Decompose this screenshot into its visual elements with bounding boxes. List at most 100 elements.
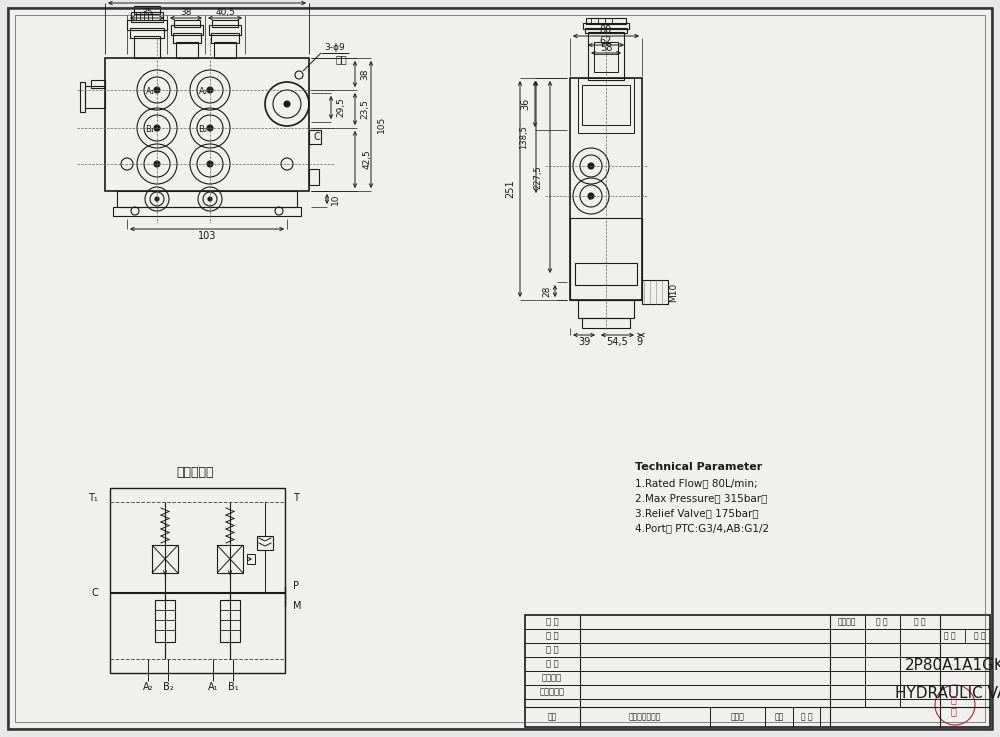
Bar: [570, 218, 642, 300]
Text: 设 计: 设 计: [546, 618, 558, 626]
Text: 54,5: 54,5: [606, 337, 628, 347]
Bar: [176, 42, 198, 58]
Text: 标准化检查: 标准化检查: [540, 688, 564, 696]
Bar: [131, 12, 163, 22]
Text: 170: 170: [198, 0, 216, 2]
Text: 更改内容和原因: 更改内容和原因: [629, 713, 661, 722]
Text: T: T: [293, 493, 299, 503]
Text: A₂: A₂: [143, 682, 153, 692]
Text: A₁: A₁: [208, 682, 218, 692]
Bar: [91, 80, 105, 88]
Circle shape: [207, 161, 213, 167]
Text: 液压原理图: 液压原理图: [176, 466, 214, 478]
Bar: [173, 33, 201, 43]
Text: 62: 62: [600, 36, 612, 46]
Text: 3.Relief Valve： 175bar；: 3.Relief Valve： 175bar；: [635, 508, 759, 518]
Text: 251: 251: [505, 180, 515, 198]
Text: 比 例: 比 例: [914, 618, 926, 626]
Text: B₂: B₂: [198, 125, 208, 133]
Text: A₂: A₂: [198, 86, 208, 96]
Text: 9: 9: [636, 337, 642, 347]
Bar: [247, 554, 255, 564]
Bar: [80, 82, 85, 112]
Text: 工艺检查: 工艺检查: [542, 674, 562, 682]
Text: 28: 28: [542, 285, 552, 297]
Text: B₁: B₁: [228, 682, 238, 692]
Bar: [257, 536, 273, 550]
Circle shape: [588, 163, 594, 169]
Text: 更改人: 更改人: [731, 713, 745, 722]
Text: B₂: B₂: [163, 682, 173, 692]
Text: 制 图: 制 图: [546, 632, 558, 640]
Text: 签 批: 签 批: [801, 713, 813, 722]
Bar: [642, 280, 668, 304]
Text: Technical Parameter: Technical Parameter: [635, 462, 762, 472]
Text: 40,5: 40,5: [215, 7, 235, 16]
Text: A₁: A₁: [145, 86, 155, 96]
Bar: [575, 263, 637, 285]
Text: 80: 80: [600, 25, 612, 35]
Text: M10: M10: [670, 282, 678, 301]
Text: 渝: 渝: [950, 694, 956, 704]
Text: 通孔: 通孔: [335, 54, 347, 64]
Text: 1.Rated Flow： 80L/min;: 1.Rated Flow： 80L/min;: [635, 478, 758, 488]
Text: 138,5: 138,5: [520, 125, 528, 149]
Bar: [578, 78, 634, 133]
Bar: [585, 28, 627, 33]
Bar: [217, 545, 243, 573]
Text: 4.Port： PTC:G3/4,AB:G1/2: 4.Port： PTC:G3/4,AB:G1/2: [635, 523, 769, 533]
Bar: [309, 130, 321, 144]
Bar: [583, 23, 629, 29]
Circle shape: [154, 125, 160, 131]
Bar: [588, 32, 624, 80]
Text: 39: 39: [578, 337, 590, 347]
Bar: [594, 42, 618, 72]
Circle shape: [154, 161, 160, 167]
Text: 校 对: 校 对: [546, 660, 558, 668]
Bar: [134, 36, 160, 58]
Text: 38: 38: [180, 7, 192, 16]
Text: 23,5: 23,5: [360, 99, 370, 119]
Text: 35: 35: [141, 7, 153, 16]
Text: HYDRAULIC VALVE: HYDRAULIC VALVE: [895, 685, 1000, 700]
Bar: [134, 6, 160, 14]
Bar: [155, 600, 175, 642]
Text: M: M: [293, 601, 302, 611]
Text: 日期: 日期: [774, 713, 784, 722]
Bar: [117, 191, 297, 207]
Bar: [174, 20, 200, 27]
Circle shape: [154, 87, 160, 93]
Bar: [525, 615, 990, 727]
Circle shape: [155, 197, 159, 201]
Text: 重 量: 重 量: [876, 618, 888, 626]
Bar: [212, 20, 238, 27]
Bar: [220, 600, 240, 642]
Text: C: C: [314, 132, 320, 142]
Bar: [582, 85, 630, 125]
Text: C: C: [91, 588, 98, 598]
Text: P: P: [587, 192, 593, 201]
Text: 42,5: 42,5: [362, 149, 372, 169]
Bar: [586, 18, 626, 24]
Text: 标记: 标记: [547, 713, 557, 722]
Circle shape: [588, 193, 594, 199]
Circle shape: [284, 101, 290, 107]
Bar: [209, 25, 241, 35]
Text: 36: 36: [520, 98, 530, 110]
Bar: [152, 545, 178, 573]
Text: 张 数: 张 数: [974, 632, 986, 640]
Circle shape: [207, 125, 213, 131]
Text: T₁: T₁: [88, 493, 98, 503]
Bar: [309, 169, 319, 185]
Bar: [171, 25, 203, 35]
Bar: [113, 207, 301, 216]
Text: 3-ϕ9: 3-ϕ9: [325, 43, 345, 52]
Bar: [214, 42, 236, 58]
Text: 10: 10: [330, 193, 340, 205]
Text: 227,5: 227,5: [534, 165, 542, 189]
Text: 2.Max Pressure： 315bar，: 2.Max Pressure： 315bar，: [635, 493, 767, 503]
Text: 105: 105: [376, 116, 386, 133]
Bar: [578, 300, 634, 318]
Text: 38: 38: [360, 69, 370, 80]
Text: 激: 激: [950, 706, 956, 716]
